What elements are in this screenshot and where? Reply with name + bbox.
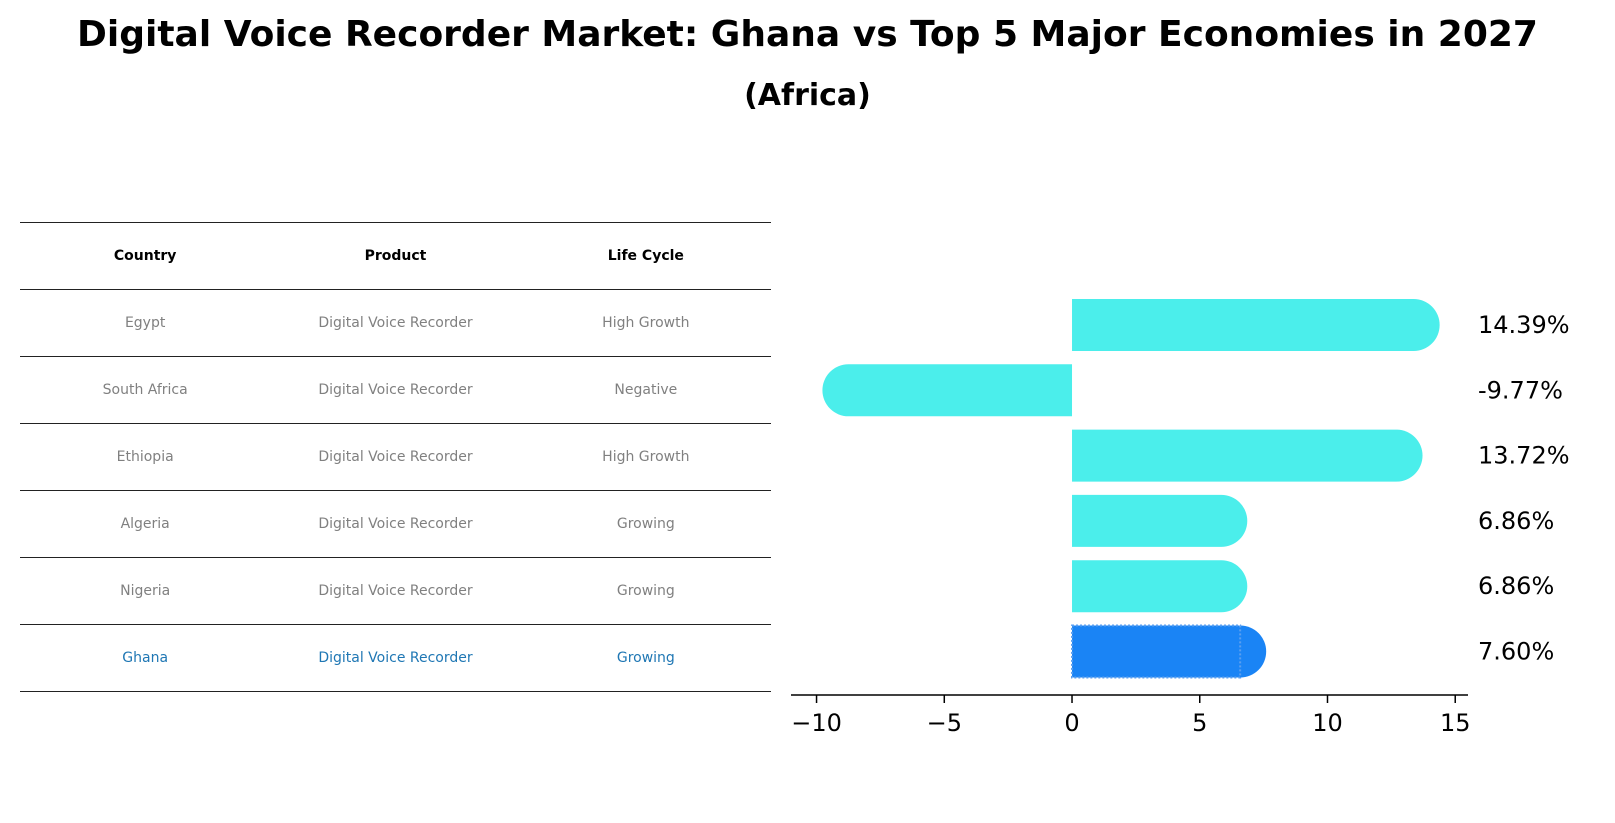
x-tick-label: 15 — [1440, 709, 1471, 737]
cell-life-cycle: Negative — [520, 356, 771, 424]
chart-title: Digital Voice Recorder Market: Ghana vs … — [77, 14, 1538, 55]
cell-product: Digital Voice Recorder — [270, 289, 521, 357]
cell-country: Egypt — [20, 289, 271, 357]
value-label: 6.86% — [1478, 507, 1554, 535]
x-tick-label: 0 — [1064, 709, 1079, 737]
cell-country: South Africa — [20, 356, 271, 424]
x-tick-label: 5 — [1192, 709, 1207, 737]
bar-ethiopia — [1072, 429, 1423, 482]
cell-country: Ethiopia — [20, 423, 271, 491]
header-product: Product — [270, 222, 521, 290]
bar-algeria — [1072, 494, 1248, 547]
table-row-highlight: Ghana Digital Voice Recorder Growing — [20, 624, 771, 692]
cell-product: Digital Voice Recorder — [270, 356, 521, 424]
market-table: Country Product Life Cycle Egypt Digital… — [20, 222, 771, 692]
cell-product: Digital Voice Recorder — [270, 624, 521, 692]
cell-product: Digital Voice Recorder — [270, 423, 521, 491]
cell-product: Digital Voice Recorder — [270, 490, 521, 558]
cell-life-cycle: Growing — [520, 557, 771, 625]
value-label: 13.72% — [1478, 442, 1570, 470]
bar-highlight-border — [1071, 624, 1242, 679]
cell-product: Digital Voice Recorder — [270, 557, 521, 625]
cell-country: Algeria — [20, 490, 271, 558]
table-row: South Africa Digital Voice Recorder Nega… — [20, 356, 771, 424]
value-label: 6.86% — [1478, 572, 1554, 600]
x-tick-label: −10 — [791, 709, 842, 737]
value-label: -9.77% — [1478, 376, 1563, 404]
bar-ghana — [1072, 625, 1267, 678]
value-label: 14.39% — [1478, 311, 1570, 339]
table-row: Nigeria Digital Voice Recorder Growing — [20, 557, 771, 625]
x-tick-label: 10 — [1312, 709, 1343, 737]
cell-life-cycle: Growing — [520, 490, 771, 558]
bar-nigeria — [1072, 560, 1248, 613]
cell-life-cycle: High Growth — [520, 289, 771, 357]
x-tick-label: −5 — [927, 709, 962, 737]
cell-life-cycle: High Growth — [520, 423, 771, 491]
cell-country: Nigeria — [20, 557, 271, 625]
cell-life-cycle: Growing — [520, 624, 771, 692]
table-row: Ethiopia Digital Voice Recorder High Gro… — [20, 423, 771, 491]
bar-egypt — [1072, 299, 1440, 351]
header-country: Country — [20, 222, 271, 290]
value-label: 7.60% — [1478, 638, 1554, 666]
cell-country: Ghana — [20, 624, 271, 692]
table-row: Egypt Digital Voice Recorder High Growth — [20, 289, 771, 357]
chart-subtitle: (Africa) — [744, 78, 871, 113]
table-header-row: Country Product Life Cycle — [20, 222, 771, 290]
bar-south-africa — [822, 364, 1073, 417]
header-life-cycle: Life Cycle — [520, 222, 771, 290]
table-row: Algeria Digital Voice Recorder Growing — [20, 490, 771, 558]
